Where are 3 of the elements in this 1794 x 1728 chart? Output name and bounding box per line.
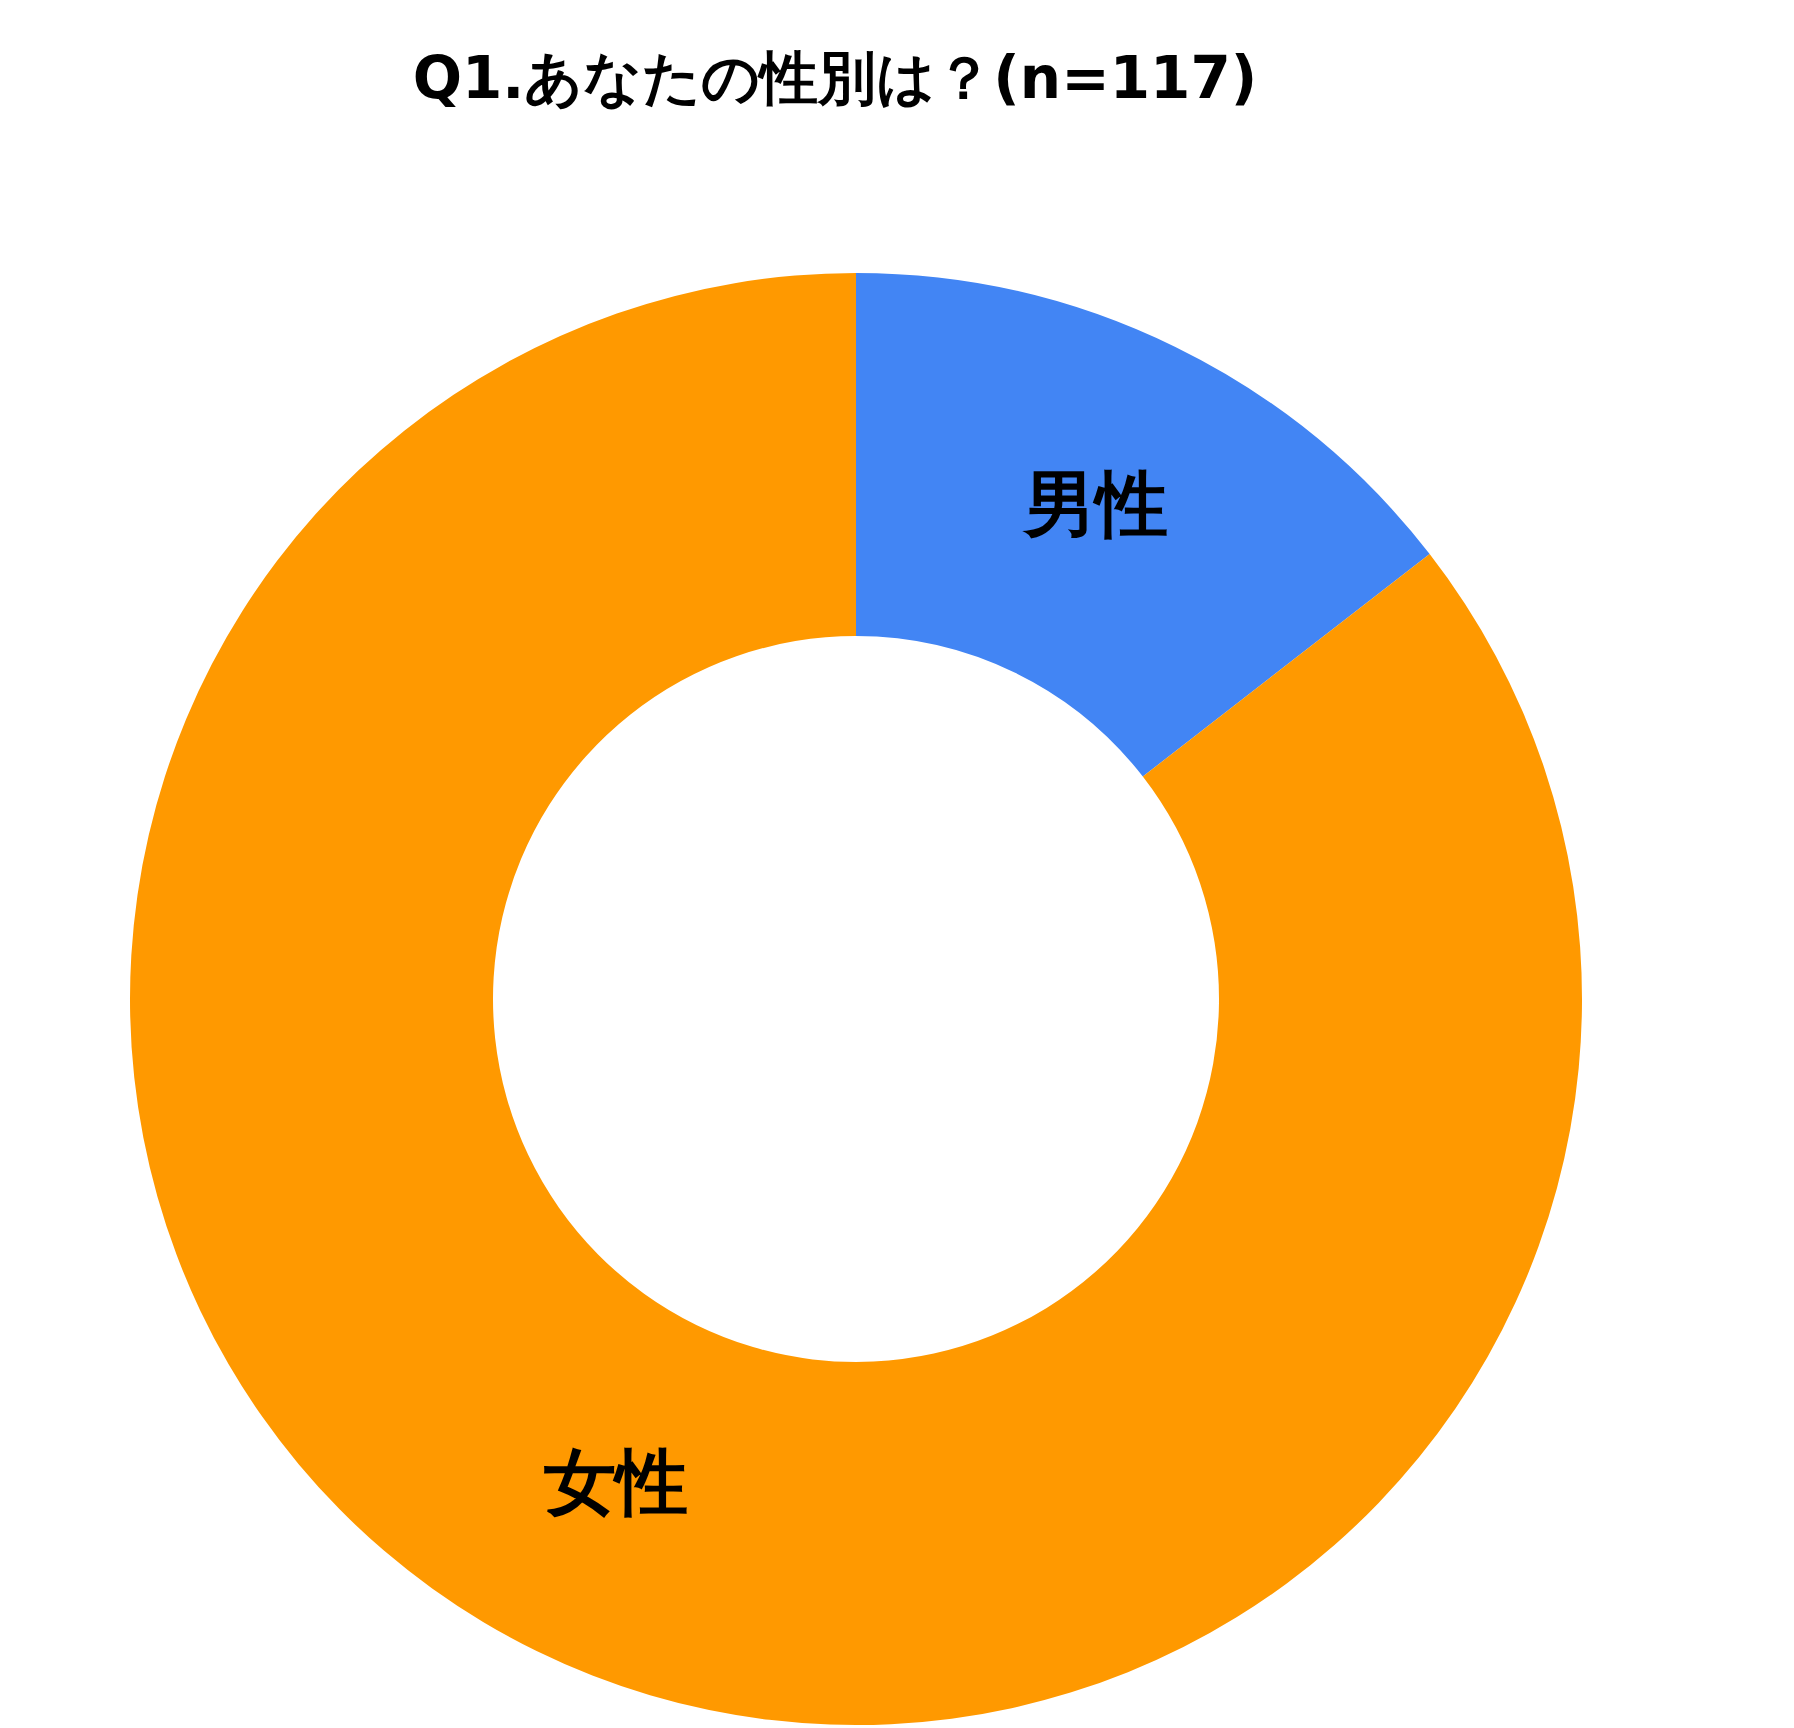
- chart-title: Q1.あなたの性別は？(n=117): [411, 43, 1259, 114]
- slice-label: 女性: [544, 1439, 689, 1524]
- slice-label: 男性: [1021, 461, 1168, 546]
